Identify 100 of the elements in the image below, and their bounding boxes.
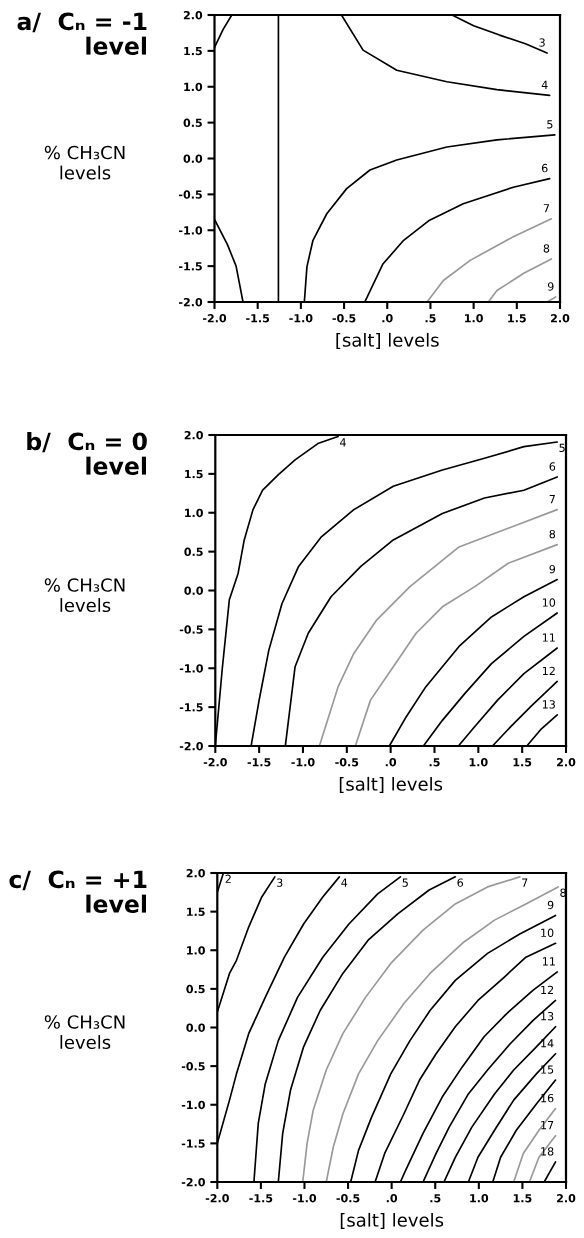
y-tick-label: 1.5 (187, 907, 205, 916)
y-tick-label: 2.0 (186, 868, 205, 878)
x-tick-label: .0 (386, 1194, 398, 1203)
series-label: 9 (547, 282, 554, 291)
x-tick-label: 1.0 (469, 758, 488, 767)
y-tick-label: 2.0 (183, 10, 203, 20)
series-label: 8 (549, 529, 556, 539)
series-label: 4 (541, 80, 548, 89)
series-label: 5 (402, 878, 408, 887)
x-tick-label: .0 (382, 314, 393, 323)
series-label: 5 (547, 120, 553, 129)
x-tick-label: 1.5 (508, 314, 526, 323)
x-tick-label: -0.5 (336, 1194, 360, 1203)
series-label: 18 (541, 1147, 554, 1156)
series-label: 7 (522, 878, 528, 887)
series-label: 13 (542, 700, 555, 709)
x-tick-label: -1.0 (292, 1194, 317, 1203)
series-label: 4 (339, 438, 346, 447)
x-axis-title: [salt] levels (340, 1212, 444, 1229)
x-tick-label: 1.0 (470, 1194, 489, 1203)
y-tick-label: -1.5 (181, 1139, 205, 1148)
y-tick-label: -1.0 (179, 664, 203, 673)
x-tick-label: .0 (385, 758, 397, 767)
series-label: 6 (457, 878, 464, 887)
x-axis-title: [salt] levels (339, 776, 443, 793)
y-tick-label: -2.0 (179, 741, 203, 751)
y-tick-label: -0.5 (181, 1062, 205, 1071)
x-axis-title: [salt] levels (336, 332, 439, 349)
series-label: 10 (541, 928, 554, 937)
series-label: 11 (542, 633, 555, 642)
y-tick-label: 0.5 (183, 118, 202, 127)
line-series (301, 876, 521, 1182)
series-label: 13 (541, 1012, 554, 1021)
y-tick-label: 0.0 (184, 586, 203, 595)
series-label: 14 (541, 1039, 554, 1048)
series-label: 4 (341, 878, 348, 887)
series-label: 11 (542, 957, 555, 966)
line-series (487, 258, 553, 302)
series-label: 6 (549, 462, 556, 471)
x-tick-label: 1.5 (513, 758, 532, 767)
x-tick-label: -2.0 (202, 314, 227, 323)
x-tick-label: 2.0 (557, 1194, 576, 1203)
x-tick-label: -0.5 (332, 314, 356, 323)
y-tick-label: -2.0 (181, 1177, 205, 1187)
series-label: 12 (542, 666, 555, 675)
y-tick-label: 1.0 (187, 946, 205, 955)
series-label: 7 (543, 204, 550, 213)
series-label: 9 (549, 564, 556, 574)
y-tick-label: -1.5 (179, 262, 202, 271)
y-tick-label: 2.0 (184, 430, 203, 440)
y-tick-label: -0.5 (179, 625, 203, 634)
x-tick-label: 2.0 (557, 758, 576, 767)
series-label: 16 (541, 1093, 554, 1103)
y-tick-label: 0.5 (186, 984, 205, 994)
y-tick-label: 0.0 (183, 154, 203, 163)
x-tick-label: -1.5 (249, 1194, 273, 1203)
x-tick-label: -2.0 (203, 758, 227, 767)
series-label: 6 (541, 163, 548, 173)
chart-title: c/ Cₙ = +1 level (9, 870, 147, 913)
series-label: 3 (277, 878, 283, 887)
line-series (426, 217, 553, 302)
x-tick-label: -1.5 (247, 758, 271, 767)
y-tick-label: 1.5 (185, 470, 203, 479)
y-tick-label: -0.5 (179, 190, 202, 199)
chart-title: b/ Cₙ = 0 level (27, 432, 147, 475)
series-label: 8 (543, 244, 550, 253)
series-label: 17 (541, 1121, 554, 1130)
x-tick-label: .5 (429, 758, 440, 767)
y-tick-label: -2.0 (179, 297, 203, 307)
y-tick-label: 1.0 (184, 82, 203, 92)
x-tick-label: .5 (430, 1194, 441, 1203)
y-tick-label: 1.5 (184, 47, 202, 56)
series-label: 10 (542, 598, 556, 607)
series-label: 12 (541, 985, 554, 994)
y-axis-title: % CH₃CN levels (44, 1015, 125, 1050)
series-label: 7 (549, 495, 555, 504)
x-tick-label: .5 (425, 314, 436, 323)
series-label: 3 (539, 38, 545, 47)
series-label: 15 (541, 1065, 554, 1074)
x-tick-label: 2.0 (551, 314, 570, 323)
x-tick-label: -0.5 (335, 758, 359, 767)
y-tick-label: 0.5 (184, 547, 203, 556)
x-tick-label: -1.5 (246, 314, 270, 323)
y-axis-title: % CH₃CN levels (44, 578, 125, 613)
y-tick-label: -1.0 (181, 1100, 205, 1110)
y-tick-label: -1.5 (179, 703, 203, 712)
series-label: 5 (559, 443, 565, 452)
x-tick-label: 1.0 (465, 314, 483, 323)
y-axis-title: % CH₃CN levels (44, 145, 125, 180)
x-tick-label: 1.5 (513, 1194, 532, 1203)
y-tick-label: -1.0 (179, 226, 203, 235)
x-tick-label: -1.0 (291, 758, 315, 767)
series-label: 2 (225, 874, 231, 883)
x-tick-label: -2.0 (205, 1194, 229, 1203)
y-tick-label: 1.0 (185, 508, 203, 518)
line-series (512, 1107, 557, 1182)
series-label: 9 (547, 900, 554, 910)
x-tick-label: -1.0 (289, 314, 313, 323)
y-tick-label: 0.0 (186, 1023, 205, 1032)
chart-title: a/ Cₙ = -1 level (17, 12, 147, 55)
